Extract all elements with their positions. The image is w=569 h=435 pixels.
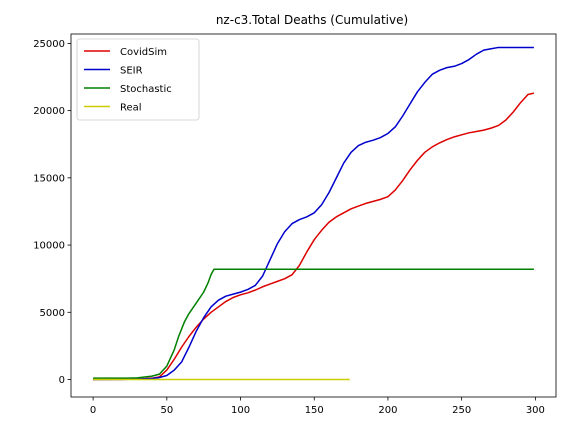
x-axis: 0 50 100 150 200 250 300: [90, 397, 545, 416]
y-tick-label: 5000: [40, 308, 65, 319]
legend-label-stochastic: Stochastic: [120, 84, 172, 95]
legend-box: [76, 38, 200, 121]
series-line-seir: [93, 46, 534, 381]
y-tick-label: 25000: [33, 39, 65, 50]
legend: CovidSim SEIR Stochastic Real: [76, 38, 200, 121]
x-tick-label: 100: [231, 405, 250, 416]
plot-frame: [70, 33, 557, 398]
x-tick-label: 0: [90, 405, 96, 416]
y-tick-label: 10000: [33, 241, 65, 252]
legend-label-covidsim: CovidSim: [120, 47, 167, 58]
y-tick-label: 20000: [33, 106, 65, 117]
legend-label-seir: SEIR: [120, 66, 143, 77]
series-line-covidsim: [93, 92, 535, 381]
x-tick-label: 200: [378, 405, 397, 416]
x-tick-label: 150: [305, 405, 324, 416]
x-tick-label: 300: [526, 405, 545, 416]
y-axis: 0 5000 10000 15000 20000 25000: [33, 39, 71, 386]
series-line-stochastic: [93, 268, 534, 379]
x-tick-label: 50: [160, 405, 173, 416]
y-tick-label: 0: [59, 375, 65, 386]
x-tick-label: 250: [452, 405, 471, 416]
legend-label-real: Real: [120, 103, 142, 114]
y-tick-label: 15000: [33, 173, 65, 184]
chart-title: nz-c3.Total Deaths (Cumulative): [216, 13, 408, 27]
plot-lines: [93, 46, 535, 381]
